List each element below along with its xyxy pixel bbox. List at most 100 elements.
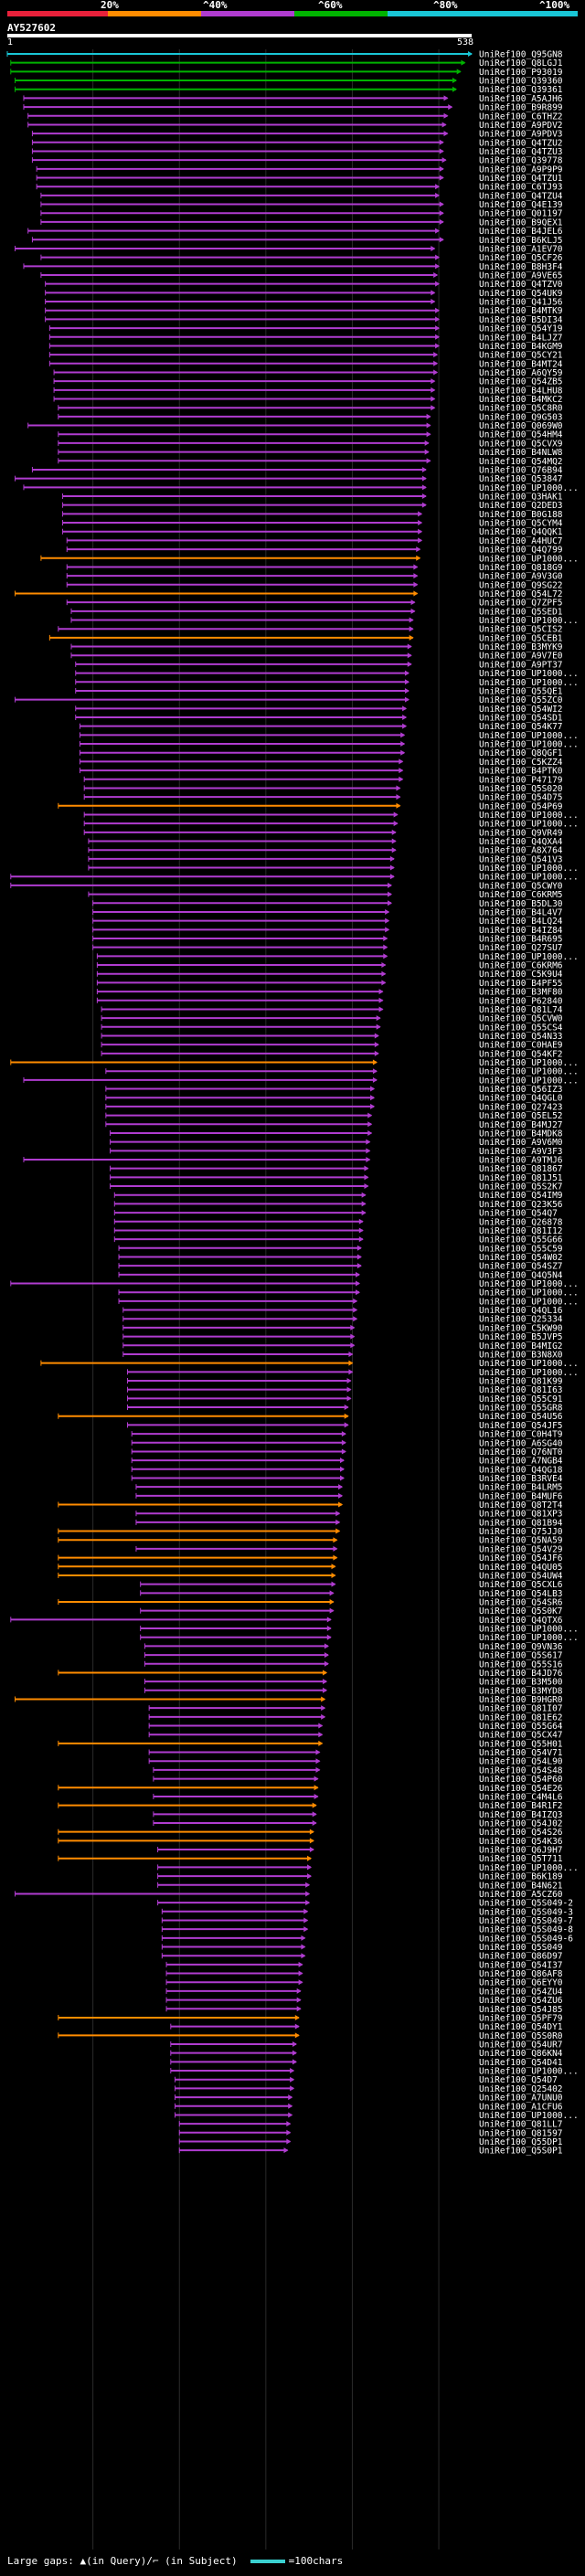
hit-label: UniRef100_A5CZ60 <box>479 1890 563 1900</box>
hit-end-arrow <box>435 325 441 332</box>
hit-end-arrow <box>439 175 444 181</box>
hit-label: UniRef100_Q54S26 <box>479 1828 563 1838</box>
hit-end-arrow <box>399 758 404 765</box>
hit-label: UniRef100_Q01197 <box>479 209 563 219</box>
hit-end-arrow <box>326 1634 332 1640</box>
hit-end-arrow <box>399 768 404 774</box>
hit-label: UniRef100_B4LHU8 <box>479 386 563 396</box>
hit-end-arrow <box>402 723 408 729</box>
hit-label: UniRef100_Q81L74 <box>479 1005 563 1015</box>
hit-end-arrow <box>321 1696 326 1702</box>
hit-label: UniRef100_A8X764 <box>479 846 563 856</box>
hit-label: UniRef100_Q4Q799 <box>479 546 563 556</box>
hit-end-arrow <box>431 290 436 296</box>
hit-label: UniRef100_B4KGM9 <box>479 342 563 352</box>
hit-end-arrow <box>418 520 423 526</box>
hit-end-arrow <box>396 785 401 791</box>
hit-end-arrow <box>374 1050 379 1056</box>
hit-end-arrow <box>318 1740 324 1746</box>
hit-label: UniRef100_Q5S0K7 <box>479 1606 563 1617</box>
hit-end-arrow <box>389 855 395 862</box>
hit-label: UniRef100_UP1000... <box>479 1288 579 1299</box>
hit-end-arrow <box>331 1564 336 1570</box>
hit-end-arrow <box>391 829 397 835</box>
hit-label: UniRef100_A5AJH6 <box>479 94 563 104</box>
hit-label: UniRef100_Q54IM9 <box>479 1191 563 1201</box>
hit-label: UniRef100_Q9VR49 <box>479 828 563 838</box>
hit-end-arrow <box>331 1581 336 1587</box>
hit-end-arrow <box>376 1023 381 1030</box>
hit-label: UniRef100_Q55CS4 <box>479 1023 563 1033</box>
hit-end-arrow <box>356 1280 361 1287</box>
hit-end-arrow <box>321 1713 326 1720</box>
query-start: 1 <box>7 37 14 48</box>
hit-label: UniRef100_A9PT37 <box>479 660 563 670</box>
hit-end-arrow <box>344 1405 349 1411</box>
hit-label: UniRef100_UP1000... <box>479 1359 579 1369</box>
hit-end-arrow <box>431 299 436 305</box>
hit-label: UniRef100_Q5S049-2 <box>479 1899 573 1909</box>
hit-label: UniRef100_C6KRM5 <box>479 890 563 900</box>
hit-end-arrow <box>431 378 436 385</box>
hit-label: UniRef100_B4MJ27 <box>479 1120 563 1130</box>
hit-label: UniRef100_Q5CYM4 <box>479 519 563 529</box>
hit-label: UniRef100_Q39778 <box>479 156 563 166</box>
hit-label: UniRef100_UP1000... <box>479 554 579 564</box>
hit-end-arrow <box>318 1732 324 1738</box>
hit-label: UniRef100_B3RVE4 <box>479 1474 563 1484</box>
hit-end-arrow <box>452 86 457 92</box>
hit-end-arrow <box>292 2050 297 2056</box>
hit-end-arrow <box>400 749 406 756</box>
legend-segment-40 <box>108 11 201 16</box>
hit-label: UniRef100_Q5S049-6 <box>479 1934 573 1944</box>
hit-end-arrow <box>452 78 457 84</box>
hit-label: UniRef100_Q39361 <box>479 85 563 95</box>
hit-end-arrow <box>367 1129 373 1136</box>
hit-end-arrow <box>344 1422 349 1428</box>
hit-label: UniRef100_C5KZZ4 <box>479 758 563 768</box>
hit-end-arrow <box>339 1475 345 1481</box>
hit-end-arrow <box>426 458 431 464</box>
hit-end-arrow <box>376 1015 381 1022</box>
hit-end-arrow <box>338 1492 344 1499</box>
hit-label: UniRef100_B9R899 <box>479 103 563 113</box>
hit-label: UniRef100_Q9SG22 <box>479 580 563 590</box>
hit-end-arrow <box>329 1590 335 1596</box>
hit-end-arrow <box>303 1926 309 1933</box>
hit-label: UniRef100_Q76NT0 <box>479 1447 563 1458</box>
hit-end-arrow <box>288 2112 293 2118</box>
hit-end-arrow <box>393 821 399 827</box>
hit-label: UniRef100_Q54I37 <box>479 1960 563 1970</box>
hit-label: UniRef100_Q54U56 <box>479 1412 563 1422</box>
scale-legend-text: =100chars <box>288 2555 344 2567</box>
hit-end-arrow <box>294 2014 300 2020</box>
hit-label: UniRef100_Q27SU7 <box>479 943 563 953</box>
hit-end-arrow <box>367 1112 373 1118</box>
hit-end-arrow <box>407 643 412 650</box>
hit-label: UniRef100_P47179 <box>479 775 563 785</box>
hit-label: UniRef100_C0HAE9 <box>479 1041 563 1051</box>
hit-end-arrow <box>348 1360 354 1366</box>
hit-label: UniRef100_Q4TZU3 <box>479 147 563 157</box>
hit-label: UniRef100_A6SG40 <box>479 1438 563 1448</box>
hit-label: UniRef100_C0H4T9 <box>479 1430 563 1440</box>
hit-list: UniRef100_Q95GN8 UniRef100_Q8LGJ1 UniRef10… <box>0 49 585 2549</box>
hit-end-arrow <box>426 413 431 419</box>
hit-label: UniRef100_Q54UK9 <box>479 289 563 299</box>
hit-end-arrow <box>391 847 397 853</box>
legend-label-80: ^80% <box>433 0 458 11</box>
hit-label: UniRef100_Q55C59 <box>479 1244 563 1254</box>
hit-label: UniRef100_Q4QXA4 <box>479 837 563 847</box>
hit-label: UniRef100_Q9G503 <box>479 412 563 422</box>
hit-end-arrow <box>312 1820 317 1826</box>
hit-label: UniRef100_Q4TZU4 <box>479 191 563 201</box>
hit-end-arrow <box>346 1386 352 1393</box>
hit-label: UniRef100_Q55ZC0 <box>479 695 563 705</box>
hit-label: UniRef100_P62840 <box>479 996 563 1006</box>
hit-end-arrow <box>413 590 419 597</box>
hit-end-arrow <box>404 696 410 703</box>
hit-end-arrow <box>296 2006 302 2012</box>
hit-end-arrow <box>361 1201 367 1207</box>
hit-end-arrow <box>372 1076 378 1083</box>
hit-end-arrow <box>385 927 390 933</box>
